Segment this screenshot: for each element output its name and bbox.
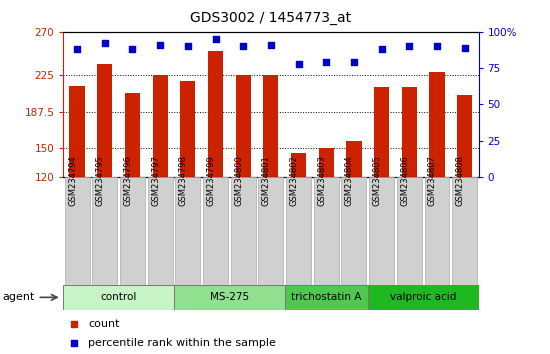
Point [377, 46, 386, 52]
Point [73, 46, 81, 52]
Point [211, 36, 220, 42]
Text: GSM234802: GSM234802 [289, 155, 299, 206]
Text: GSM234797: GSM234797 [151, 155, 160, 206]
Bar [92, 177, 117, 285]
Text: GSM234808: GSM234808 [455, 155, 465, 206]
Text: GSM234804: GSM234804 [345, 155, 354, 206]
Bar [120, 177, 145, 285]
Bar [97, 64, 112, 177]
Point [183, 44, 192, 49]
Text: MS-275: MS-275 [210, 292, 249, 302]
Bar [397, 177, 422, 285]
Bar [368, 285, 478, 310]
Bar [174, 285, 285, 310]
Point [350, 59, 359, 65]
Bar [69, 86, 85, 177]
Bar [63, 285, 174, 310]
Text: GSM234805: GSM234805 [372, 155, 382, 206]
Bar [402, 87, 417, 177]
Bar [452, 177, 477, 285]
Point [100, 41, 109, 46]
Text: trichostatin A: trichostatin A [291, 292, 361, 302]
Bar [203, 177, 228, 285]
Point [405, 44, 414, 49]
Point [460, 45, 469, 51]
Text: GSM234795: GSM234795 [96, 155, 104, 206]
Bar [65, 177, 90, 285]
Text: control: control [101, 292, 137, 302]
Bar [374, 87, 389, 177]
Point [294, 61, 303, 67]
Bar [430, 73, 444, 177]
Bar [180, 81, 195, 177]
Text: GSM234807: GSM234807 [428, 155, 437, 206]
Bar [425, 177, 449, 285]
Bar [175, 177, 200, 285]
Bar [285, 285, 368, 310]
Bar [258, 177, 283, 285]
Text: GSM234799: GSM234799 [206, 155, 216, 206]
Text: GSM234806: GSM234806 [400, 155, 409, 206]
Point [156, 42, 164, 48]
Bar [318, 148, 334, 177]
Point [266, 42, 275, 48]
Text: GSM234800: GSM234800 [234, 155, 243, 206]
Point [361, 88, 370, 94]
Bar [369, 177, 394, 285]
Text: GSM234796: GSM234796 [123, 155, 133, 206]
Bar [208, 51, 223, 177]
Bar [231, 177, 256, 285]
Point [433, 44, 442, 49]
Point [128, 46, 137, 52]
Bar [125, 93, 140, 177]
Bar [342, 177, 366, 285]
Bar [148, 177, 173, 285]
Text: count: count [88, 319, 120, 329]
Text: GSM234798: GSM234798 [179, 155, 188, 206]
Point [322, 59, 331, 65]
Text: GSM234794: GSM234794 [68, 155, 77, 206]
Text: GSM234801: GSM234801 [262, 155, 271, 206]
Bar [263, 75, 278, 177]
Bar [291, 153, 306, 177]
Bar [152, 75, 168, 177]
Bar [286, 177, 311, 285]
Text: GDS3002 / 1454773_at: GDS3002 / 1454773_at [190, 11, 351, 25]
Bar [346, 141, 361, 177]
Bar [457, 95, 472, 177]
Text: percentile rank within the sample: percentile rank within the sample [88, 338, 276, 348]
Text: valproic acid: valproic acid [390, 292, 456, 302]
Text: GSM234803: GSM234803 [317, 155, 326, 206]
Bar [314, 177, 339, 285]
Bar [235, 75, 251, 177]
Text: agent: agent [3, 292, 35, 302]
Point [361, 266, 370, 271]
Point [239, 44, 248, 49]
